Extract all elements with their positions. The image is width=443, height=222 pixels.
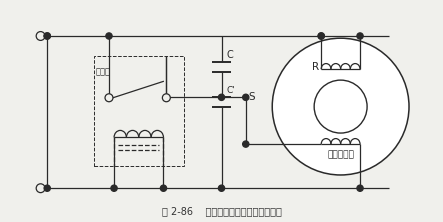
Circle shape xyxy=(160,185,167,191)
Circle shape xyxy=(357,185,363,191)
Circle shape xyxy=(36,184,45,193)
Circle shape xyxy=(318,33,324,39)
Circle shape xyxy=(243,94,249,100)
Circle shape xyxy=(357,33,363,39)
Circle shape xyxy=(218,185,225,191)
Circle shape xyxy=(314,80,367,133)
Circle shape xyxy=(106,33,112,39)
Circle shape xyxy=(318,33,324,39)
Circle shape xyxy=(44,33,51,39)
Circle shape xyxy=(218,94,225,100)
Text: 启动器: 启动器 xyxy=(96,67,111,76)
Text: 压缩机电机: 压缩机电机 xyxy=(327,151,354,160)
Text: C: C xyxy=(227,50,233,60)
Text: 图 2-86    电压式启动继电器连接线路图: 图 2-86 电压式启动继电器连接线路图 xyxy=(162,207,281,217)
Circle shape xyxy=(105,94,113,102)
Text: S: S xyxy=(248,92,255,102)
Circle shape xyxy=(111,185,117,191)
Bar xyxy=(93,56,184,166)
Circle shape xyxy=(44,185,51,191)
Circle shape xyxy=(44,33,51,39)
Circle shape xyxy=(163,94,170,102)
Circle shape xyxy=(272,38,409,175)
Circle shape xyxy=(243,141,249,147)
Circle shape xyxy=(36,32,45,40)
Text: C': C' xyxy=(227,86,236,95)
Text: R: R xyxy=(311,62,319,72)
